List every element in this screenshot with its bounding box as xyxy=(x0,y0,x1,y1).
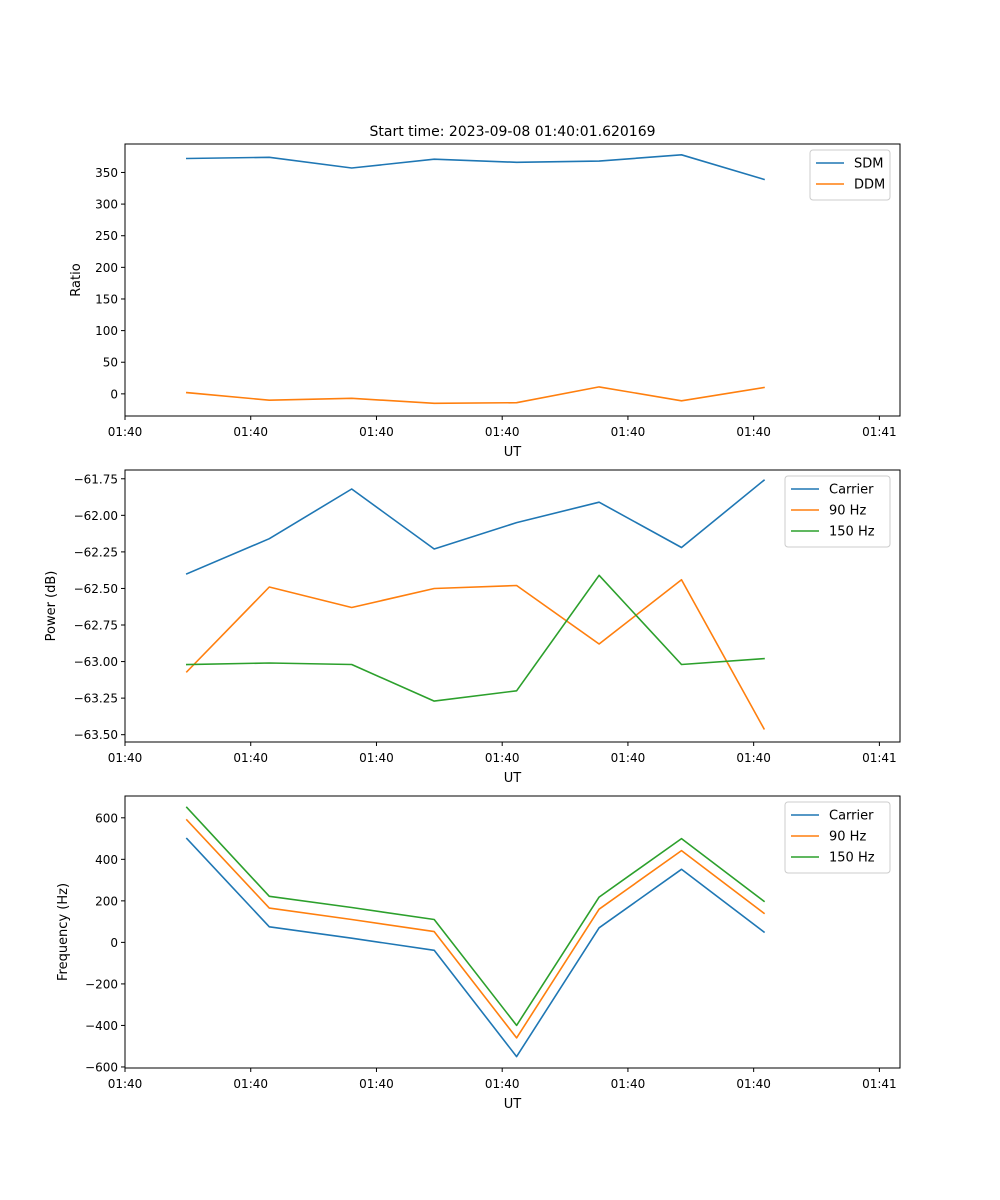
x-tick-label: 01:40 xyxy=(485,1077,520,1091)
y-tick-label: −63.00 xyxy=(74,655,118,669)
x-tick-label: 01:40 xyxy=(611,425,646,439)
x-tick-label: 01:40 xyxy=(108,751,143,765)
frequency-axes-frame xyxy=(124,795,901,1069)
series-line-sdm xyxy=(185,154,765,181)
y-tick-label: 200 xyxy=(95,894,118,908)
legend-label: 90 Hz xyxy=(829,504,866,519)
y-tick-label: 300 xyxy=(95,198,118,212)
x-tick-label: 01:40 xyxy=(108,425,143,439)
x-tick-label: 01:40 xyxy=(485,751,520,765)
y-tick-label: 250 xyxy=(95,229,118,243)
power-axes-frame xyxy=(124,469,901,743)
y-tick-label: 400 xyxy=(95,853,118,867)
x-tick-label: 01:40 xyxy=(233,751,268,765)
x-tick-label: 01:40 xyxy=(233,425,268,439)
legend-label: 150 Hz xyxy=(829,525,875,540)
x-tick-label: 01:41 xyxy=(862,425,897,439)
legend-label: Carrier xyxy=(829,483,874,498)
y-axis-label: Frequency (Hz) xyxy=(56,883,71,981)
y-tick-label: −61.75 xyxy=(74,472,118,486)
series-line-carrier xyxy=(185,837,766,1058)
x-tick-label: 01:40 xyxy=(359,1077,394,1091)
y-tick-label: 0 xyxy=(110,936,118,950)
legend-label: DDM xyxy=(854,178,885,193)
power-plot-area: 01:40 01:40 01:40 01:40 01:40 01:40 01:41 −63.5… xyxy=(74,472,897,765)
ratio-panel: Start time: 2023-09-08 01:40:01.620169 0… xyxy=(69,124,901,460)
y-tick-label: 600 xyxy=(95,811,118,825)
x-tick-label: 01:40 xyxy=(485,425,520,439)
legend-label: 150 Hz xyxy=(829,851,875,866)
series-line-90-hz xyxy=(185,578,766,730)
series-line-ddm xyxy=(185,386,765,405)
x-tick-label: 01:40 xyxy=(736,425,771,439)
y-tick-label: 100 xyxy=(95,324,118,338)
x-axis-label: UT xyxy=(504,771,522,786)
series-line-150-hz xyxy=(185,574,765,702)
x-tick-label: 01:41 xyxy=(862,751,897,765)
y-tick-label: −62.00 xyxy=(74,509,118,523)
frequency-panel: 01:40 01:40 01:40 01:40 01:40 01:40 01:41 −600 −… xyxy=(56,795,901,1112)
legend: Carrier 90 Hz 150 Hz xyxy=(784,475,891,548)
legend-box xyxy=(784,475,891,548)
power-panel: 01:40 01:40 01:40 01:40 01:40 01:40 01:41 −63.5… xyxy=(44,469,901,786)
y-tick-label: −62.25 xyxy=(74,545,118,559)
y-axis-label: Power (dB) xyxy=(44,571,59,642)
x-tick-label: 01:40 xyxy=(359,425,394,439)
y-tick-label: −63.50 xyxy=(74,728,118,742)
legend-label: 90 Hz xyxy=(829,830,866,845)
x-tick-label: 01:40 xyxy=(359,751,394,765)
y-tick-label: 200 xyxy=(95,261,118,275)
x-tick-label: 01:40 xyxy=(736,751,771,765)
x-tick-label: 01:40 xyxy=(233,1077,268,1091)
x-axis-label: UT xyxy=(504,1097,522,1112)
legend-label: SDM xyxy=(854,157,883,172)
x-tick-label: 01:40 xyxy=(611,751,646,765)
series-line-carrier xyxy=(185,479,766,575)
legend: SDM DDM xyxy=(809,149,891,201)
ratio-plot-area: 01:40 01:40 01:40 01:40 01:40 01:40 01:41 0 50 10… xyxy=(95,149,897,439)
y-tick-label: −600 xyxy=(85,1060,118,1074)
y-tick-label: 350 xyxy=(95,166,118,180)
y-tick-label: −200 xyxy=(85,977,118,991)
legend-label: Carrier xyxy=(829,809,874,824)
frequency-plot-area: 01:40 01:40 01:40 01:40 01:40 01:40 01:41 −600 −… xyxy=(85,801,897,1091)
y-axis-label: Ratio xyxy=(69,263,84,296)
y-tick-label: −63.25 xyxy=(74,692,118,706)
series-line-90-hz xyxy=(185,818,766,1039)
y-tick-label: −62.75 xyxy=(74,619,118,633)
y-tick-label: −400 xyxy=(85,1019,118,1033)
legend: Carrier 90 Hz 150 Hz xyxy=(784,801,891,874)
x-tick-label: 01:40 xyxy=(611,1077,646,1091)
y-tick-label: 50 xyxy=(103,356,118,370)
y-tick-label: 0 xyxy=(110,387,118,401)
x-tick-label: 01:41 xyxy=(862,1077,897,1091)
panel-title: Start time: 2023-09-08 01:40:01.620169 xyxy=(369,124,655,140)
series-line-150-hz xyxy=(185,806,766,1027)
x-axis-label: UT xyxy=(504,445,522,460)
x-tick-label: 01:40 xyxy=(108,1077,143,1091)
y-tick-label: −62.50 xyxy=(74,582,118,596)
ratio-axes-frame xyxy=(124,143,901,417)
y-tick-label: 150 xyxy=(95,292,118,306)
legend-box xyxy=(784,801,891,874)
x-tick-label: 01:40 xyxy=(736,1077,771,1091)
